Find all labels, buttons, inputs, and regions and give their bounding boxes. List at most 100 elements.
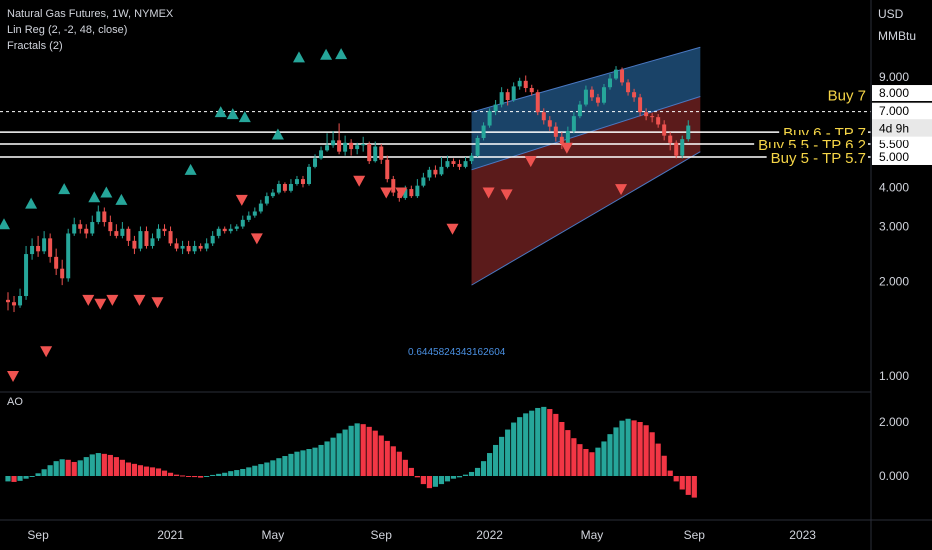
ao-bar-11 (71, 461, 77, 476)
ao-bar-38 (234, 470, 240, 476)
candle-body-36 (222, 228, 227, 232)
ao-bar-91 (553, 413, 559, 476)
ao-bar-49 (300, 450, 306, 476)
candle-body-84 (511, 86, 516, 101)
ao-bar-108 (655, 443, 661, 476)
ao-bar-87 (529, 410, 535, 476)
ao-bar-86 (523, 413, 529, 476)
ao-bar-59 (360, 424, 366, 476)
candle-body-100 (608, 78, 612, 88)
time-tick-7: 2023 (789, 528, 816, 542)
candle-body-61 (373, 146, 378, 162)
ao-bar-52 (318, 444, 324, 476)
price-tag-countdown: 4d 9h (879, 122, 909, 136)
fractal-down-13 (482, 187, 495, 199)
price-tag-4: 7.000 (879, 104, 909, 118)
candle-body-39 (240, 219, 245, 227)
ao-bar-24 (149, 467, 156, 476)
candle-body-75 (457, 163, 462, 167)
ao-bar-54 (330, 437, 336, 476)
level-label-bg-2 (754, 135, 868, 153)
candle-body-38 (234, 226, 239, 229)
price-tag-bg-5 (872, 85, 932, 102)
candle-body-48 (294, 179, 299, 184)
ao-indicator-label[interactable]: AO (7, 396, 23, 408)
candle-body-90 (547, 120, 552, 127)
ao-bar-98 (595, 447, 601, 476)
candle-body-65 (397, 192, 402, 198)
ao-bar-48 (294, 451, 300, 476)
ao-bar-4 (29, 476, 35, 477)
ao-bar-47 (288, 453, 294, 476)
candle-body-102 (620, 69, 625, 83)
ao-bar-66 (402, 459, 408, 476)
ao-bar-15 (95, 453, 101, 476)
candle-body-30 (186, 245, 191, 252)
candle-body-93 (565, 131, 570, 145)
ao-bar-2 (17, 476, 23, 481)
ao-bar-27 (167, 472, 174, 476)
fractal-up-7 (214, 106, 227, 118)
candle-body-89 (541, 112, 546, 121)
candle-body-10 (66, 233, 71, 279)
ao-bar-97 (589, 452, 595, 476)
fractals-indicator-label[interactable]: Fractals (2) (7, 40, 63, 52)
candle-body-82 (499, 92, 504, 105)
ao-bar-5 (35, 473, 41, 476)
price-tick-2: 3.000 (879, 220, 909, 234)
ao-bar-39 (240, 468, 246, 476)
candle-body-50 (307, 166, 311, 184)
level-label-0: Buy 7 (828, 88, 866, 105)
candle-body-9 (60, 268, 65, 279)
candle-body-88 (535, 92, 540, 113)
price-tag-bg-0 (872, 148, 932, 165)
candle-body-5 (36, 245, 41, 252)
candle-body-41 (252, 211, 257, 216)
ao-bar-51 (312, 447, 318, 476)
candle-body-23 (144, 231, 149, 246)
price-axis[interactable]: 1.0002.0003.0004.0005.0006.0007.0008.000… (872, 70, 932, 483)
candle-body-11 (72, 224, 77, 234)
candle-body-68 (415, 185, 420, 197)
candle-body-47 (288, 183, 293, 191)
candle-body-4 (30, 245, 35, 255)
candle-body-58 (355, 145, 360, 150)
candle-body-54 (331, 140, 336, 146)
ao-bar-40 (246, 467, 252, 476)
candle-body-79 (481, 125, 486, 138)
ao-bar-1 (11, 476, 17, 482)
ao-bar-80 (487, 453, 493, 476)
ao-bar-90 (547, 409, 553, 476)
ao-bar-85 (517, 417, 523, 476)
time-tick-3: Sep (371, 528, 393, 542)
ao-bar-22 (137, 465, 144, 476)
ao-bar-7 (47, 465, 53, 476)
fractal-down-6 (151, 297, 164, 309)
ao-bar-68 (414, 476, 420, 478)
ao-bar-31 (192, 476, 198, 478)
ao-bar-110 (667, 470, 673, 476)
ao-bar-56 (342, 429, 348, 476)
ao-bar-46 (282, 456, 288, 476)
fractal-down-4 (106, 294, 119, 306)
fractal-up-11 (292, 51, 305, 63)
fractal-down-15 (524, 156, 537, 168)
ao-bar-18 (113, 457, 119, 476)
linreg-indicator-label[interactable]: Lin Reg (2, -2, 48, close) (7, 24, 128, 36)
candle-body-71 (433, 169, 438, 175)
fractal-up-13 (335, 48, 348, 60)
candle-body-105 (638, 97, 643, 113)
ao-bar-95 (577, 444, 583, 476)
candle-body-85 (517, 80, 522, 87)
ao-bar-103 (625, 418, 631, 476)
fractal-down-3 (94, 298, 107, 310)
ao-bar-53 (324, 441, 330, 476)
candle-body-80 (487, 111, 492, 126)
price-tag-1: 5.500 (879, 137, 909, 151)
fractal-up-4 (100, 186, 113, 198)
ao-bar-65 (396, 451, 402, 476)
time-axis[interactable]: Sep 2021 May Sep 2022 May Sep 2023 (27, 528, 816, 542)
price-tag-bg-4 (872, 103, 932, 120)
